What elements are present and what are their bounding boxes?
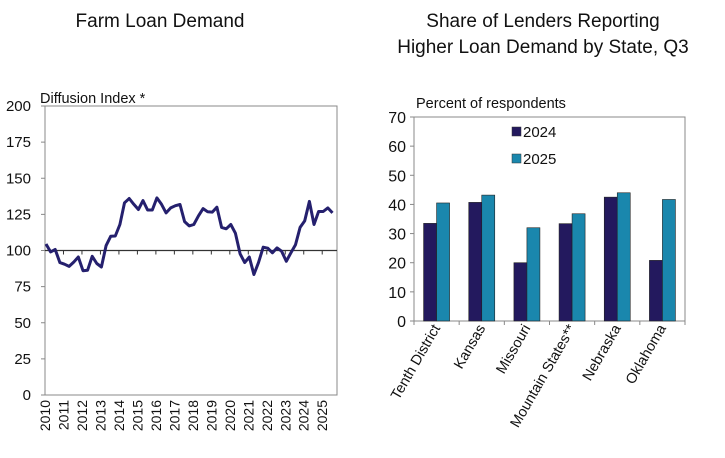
right-y-tick-label: 40 [388,197,406,214]
right-y-tick-label: 20 [388,256,406,273]
left-x-tick-label: 2015 [129,400,145,431]
left-y-tick-label: 175 [6,134,31,151]
right-y-tick-label: 30 [388,227,406,244]
left-x-tick-label: 2010 [37,400,53,431]
legend-label-2025: 2025 [523,151,556,168]
left-y-tick-label: 200 [6,98,31,115]
bar-2025-mountain-states- [571,213,586,322]
right-chart-title-line-2: Higher Loan Demand by State, Q3 [397,37,689,58]
right-x-category-label: Kansas [451,322,489,372]
left-x-tick-label: 2017 [166,400,182,431]
left-x-tick-label: 2022 [259,400,275,431]
left-x-tick-label: 2021 [240,400,256,431]
left-x-tick-label: 2024 [296,400,312,431]
bar-2025-missouri [526,227,541,322]
right-x-category-label: Oklahoma [623,321,670,387]
left-y-tick-label: 150 [6,170,31,187]
right-plot-frame [413,116,686,322]
right-chart-title-line-1: Share of Lenders Reporting [426,11,659,32]
left-y-tick-label: 0 [23,387,31,404]
left-y-axis-label: Diffusion Index * [40,91,146,107]
bar-2025-tenth-district [436,202,450,322]
bar-2024-tenth-district [423,223,437,322]
right-x-category-label: Nebraska [580,321,625,384]
left-x-tick-label: 2020 [222,400,238,431]
lender-share-chart: Share of Lenders Reporting Higher Loan D… [388,11,689,431]
diffusion-index-line [44,196,334,276]
left-x-tick-label: 2013 [92,400,108,431]
left-x-tick-label: 2011 [55,400,71,430]
bar-2025-kansas [481,194,496,322]
bar-2025-nebraska [616,192,631,322]
legend: 2024 2025 [511,124,556,168]
legend-label-2024: 2024 [523,124,556,141]
right-y-tick-label: 50 [388,168,406,185]
right-y-tick-label: 0 [397,314,406,331]
right-x-category-label: Missouri [494,322,535,377]
right-y-tick-label: 10 [388,285,406,302]
left-y-tick-label: 75 [14,279,31,296]
left-x-tick-label: 2014 [111,400,127,431]
left-y-tick-label: 125 [6,206,31,223]
left-x-tick-label: 2019 [203,400,219,431]
left-x-tick-label: 2023 [277,400,293,431]
farm-loan-demand-chart: Farm Loan Demand Diffusion Index * 0 25 50… [6,11,338,431]
right-y-tick-label: 60 [388,139,406,156]
bar-2024-nebraska [603,196,618,322]
left-x-tick-label: 2016 [148,400,164,431]
left-x-tick-label: 2018 [185,400,201,431]
left-x-tick-label: 2012 [74,400,90,431]
right-y-axis-label: Percent of respondents [416,96,566,112]
bar-2025-oklahoma [662,199,676,322]
bar-2024-mountain-states- [558,223,573,322]
bar-2024-missouri [513,262,528,322]
bar-2024-oklahoma [649,260,663,322]
right-x-category-label: Tenth District [388,322,444,403]
legend-swatch-2025 [511,153,522,164]
right-y-tick-label: 70 [388,110,406,127]
left-x-tick-label: 2025 [314,400,330,431]
left-y-tick-label: 25 [14,351,31,368]
legend-swatch-2024 [511,126,522,137]
bar-2024-kansas [468,202,483,322]
left-chart-title: Farm Loan Demand [76,11,245,32]
left-y-tick-label: 100 [6,243,31,260]
left-y-tick-label: 50 [14,315,31,332]
